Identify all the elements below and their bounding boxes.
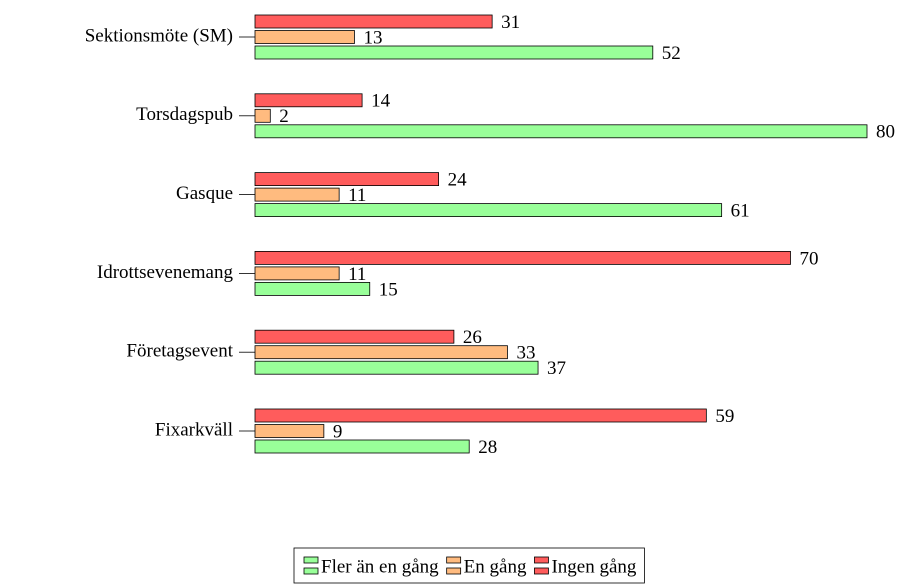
value-label: 59: [715, 406, 734, 427]
value-label: 26: [463, 327, 482, 348]
bar: [254, 14, 493, 29]
value-label: 14: [371, 91, 391, 112]
legend-label: Ingen gång: [551, 556, 636, 577]
value-label: 31: [501, 12, 520, 33]
y-tick-label: Idrottsevenemang: [97, 262, 234, 283]
legend-swatch: [446, 556, 462, 564]
value-label: 52: [662, 43, 681, 64]
bar: [254, 187, 340, 202]
value-label: 2: [279, 106, 289, 127]
bar: [254, 108, 271, 123]
y-tick-label: Fixarkväll: [155, 419, 233, 440]
bar: [254, 281, 371, 296]
bar: [254, 45, 654, 60]
bar: [254, 424, 325, 438]
bar: [254, 124, 868, 139]
bar: [254, 30, 355, 44]
value-label: 15: [379, 279, 398, 300]
value-label: 70: [800, 248, 819, 269]
bar: [254, 250, 791, 265]
y-tick-label: Torsdagspub: [136, 104, 233, 125]
y-tick-label: Gasque: [176, 183, 233, 204]
value-label: 33: [516, 343, 535, 364]
value-label: 11: [348, 185, 366, 206]
bar: [254, 329, 455, 344]
bar: [254, 439, 470, 454]
legend-label: Fler än en gång: [321, 556, 439, 577]
legend-swatch: [303, 556, 319, 564]
legend-box: [293, 547, 645, 584]
value-label: 11: [348, 264, 366, 285]
value-label: 28: [478, 437, 497, 458]
legend-swatch: [534, 556, 549, 564]
legend-label: En gång: [464, 556, 527, 577]
bar: [254, 345, 508, 360]
value-label: 80: [876, 122, 895, 143]
bar: [254, 266, 340, 281]
legend-swatch: [534, 567, 549, 575]
value-label: 61: [731, 200, 750, 221]
value-label: 13: [363, 27, 382, 48]
y-tick-label: Företagsevent: [126, 341, 233, 362]
bar: [254, 93, 363, 108]
bar: [254, 203, 723, 218]
value-label: 37: [547, 358, 566, 379]
value-label: 24: [448, 169, 468, 190]
y-tick-label: Sektionsmöte (SM): [85, 25, 233, 46]
bar: [254, 172, 440, 187]
value-label: 9: [333, 421, 343, 442]
legend-swatch: [446, 567, 462, 575]
bar: [254, 360, 539, 375]
legend-swatch: [303, 567, 319, 575]
bar: [254, 408, 707, 423]
